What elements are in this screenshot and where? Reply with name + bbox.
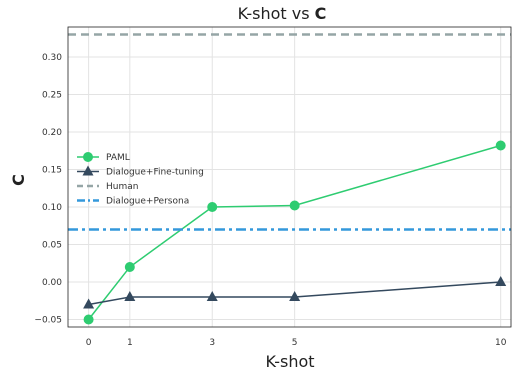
data-point bbox=[495, 276, 507, 286]
series-paml bbox=[83, 140, 506, 325]
y-tick-label: 0.10 bbox=[42, 203, 62, 213]
y-tick-label: 0.15 bbox=[42, 166, 62, 176]
series-layer bbox=[68, 33, 511, 325]
legend-item: Dialogue+Persona bbox=[77, 197, 189, 207]
data-point bbox=[83, 314, 94, 325]
y-tick-label: 0.05 bbox=[42, 241, 62, 251]
x-tick-label: 1 bbox=[127, 338, 133, 348]
y-axis-label: C bbox=[9, 174, 28, 186]
data-point bbox=[83, 298, 95, 309]
chart-title: K-shot vs C bbox=[238, 4, 327, 23]
legend-item: Dialogue+Fine-tuning bbox=[77, 165, 204, 178]
legend-label: Human bbox=[106, 182, 138, 192]
data-point bbox=[495, 140, 506, 151]
tick-labels: −0.05 0.00 0.05 0.10 0.15 0.20 0.25 0.30 0 1 3 5 10 bbox=[34, 53, 506, 348]
x-tick-label: 10 bbox=[495, 338, 507, 348]
y-tick-label: 0.00 bbox=[42, 278, 62, 288]
legend-marker bbox=[83, 152, 93, 162]
x-tick-label: 0 bbox=[86, 338, 92, 348]
x-axis-label: K-shot bbox=[265, 352, 314, 371]
y-tick-label: 0.20 bbox=[42, 128, 62, 138]
y-tick-label: 0.30 bbox=[42, 53, 62, 63]
legend-label: PAML bbox=[106, 153, 130, 163]
data-point bbox=[289, 291, 301, 301]
series-dialogue-fine-tuning bbox=[83, 276, 507, 309]
data-point bbox=[124, 262, 135, 272]
x-tick-label: 5 bbox=[292, 338, 298, 348]
y-tick-label: −0.05 bbox=[34, 316, 62, 326]
data-point bbox=[207, 202, 218, 212]
legend-label: Dialogue+Fine-tuning bbox=[106, 168, 204, 178]
data-point bbox=[124, 291, 136, 301]
data-point bbox=[289, 200, 300, 211]
legend-item: PAML bbox=[77, 152, 130, 163]
legend-item: Human bbox=[77, 182, 138, 192]
data-point bbox=[206, 291, 218, 301]
plot-frame bbox=[67, 26, 512, 328]
legend: PAML Dialogue+Fine-tuning Human Dialogue+Pe… bbox=[77, 152, 204, 207]
y-tick-label: 0.25 bbox=[42, 91, 62, 101]
legend-marker bbox=[82, 165, 94, 176]
legend-label: Dialogue+Persona bbox=[106, 197, 189, 207]
x-tick-label: 3 bbox=[209, 338, 215, 348]
